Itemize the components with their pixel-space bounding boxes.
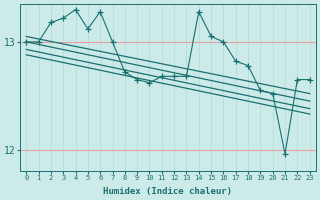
X-axis label: Humidex (Indice chaleur): Humidex (Indice chaleur) [103, 187, 232, 196]
